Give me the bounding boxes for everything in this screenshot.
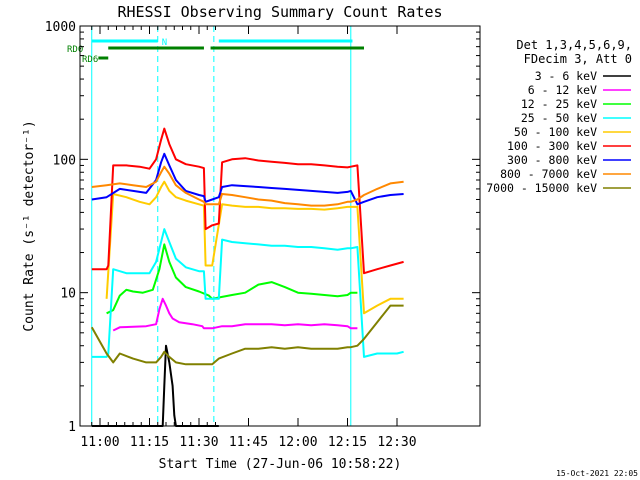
legend-header-line-2: FDecim 3, Att 0: [524, 52, 632, 66]
legend-label-1: 3 - 6 keV: [535, 69, 597, 83]
x-tick-label: 11:45: [229, 435, 268, 450]
series-line-6: [91, 127, 404, 275]
x-tick-label: 12:15: [328, 435, 367, 450]
series-line-8: [91, 165, 404, 207]
legend: Det 1,3,4,5,6,9, FDecim 3, Att 0 3 - 6 k…: [486, 38, 632, 195]
legend-label-6: 100 - 300 keV: [507, 139, 597, 153]
x-tick-label: 11:30: [179, 435, 218, 450]
legend-label-8: 800 - 7000 keV: [500, 167, 597, 181]
series-line-9: [90, 304, 404, 366]
timestamp: 15-Oct-2021 22:05: [556, 469, 638, 478]
flag-label-rd6: RD6: [82, 55, 98, 65]
flag-label-rd0: RD0: [67, 45, 83, 55]
legend-label-9: 7000 - 15000 keV: [486, 181, 597, 195]
legend-label-2: 6 - 12 keV: [528, 83, 597, 97]
series-line-5: [105, 180, 404, 315]
x-tick-label: 11:15: [130, 435, 169, 450]
flag-label-n: N: [162, 38, 167, 48]
y-tick-label: 1: [68, 420, 76, 435]
legend-label-3: 12 - 25 keV: [521, 97, 597, 111]
x-axis-label: Start Time (27-Jun-06 10:58:22): [159, 457, 402, 472]
plot-frame: [79, 25, 481, 427]
chart-title: RHESSI Observing Summary Count Rates: [117, 3, 442, 21]
legend-label-5: 50 - 100 keV: [514, 125, 597, 139]
y-tick-label: 10: [60, 287, 76, 302]
y-tick-label: 100: [53, 153, 76, 168]
series-line-2: [112, 297, 358, 332]
x-tick-label: 11:00: [80, 435, 119, 450]
legend-label-4: 25 - 50 keV: [521, 111, 597, 125]
series-line-4: [91, 228, 404, 358]
y-tick-label: 1000: [45, 20, 76, 35]
y-axis-label: Count Rate (s⁻¹ detector⁻¹): [22, 120, 37, 331]
series-line-7: [91, 152, 404, 206]
legend-label-7: 300 - 800 keV: [507, 153, 597, 167]
legend-header-line-1: Det 1,3,4,5,6,9,: [516, 38, 632, 52]
series-line-3: [106, 243, 358, 315]
x-tick-label: 12:30: [377, 435, 416, 450]
x-tick-label: 12:00: [278, 435, 317, 450]
